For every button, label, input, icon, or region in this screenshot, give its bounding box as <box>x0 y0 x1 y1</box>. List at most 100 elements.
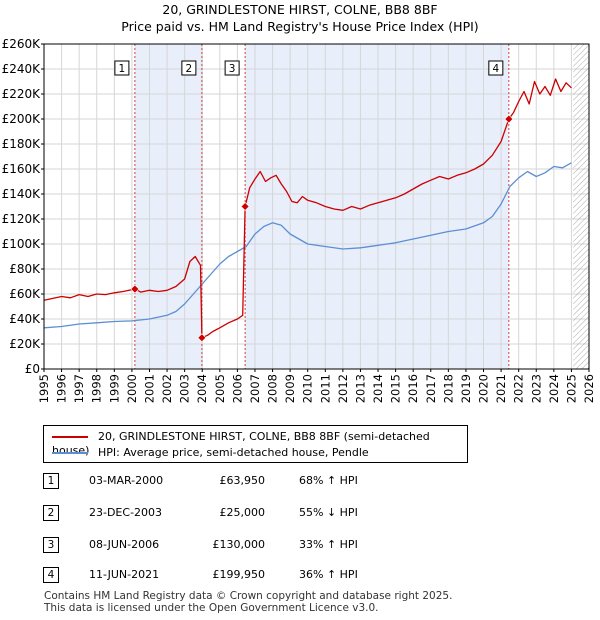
legend-item-hpi: HPI: Average price, semi-detached house,… <box>52 446 369 460</box>
row-number-badge: 1 <box>43 473 59 489</box>
y-tick-label: £100K <box>2 237 42 251</box>
x-tick-label: 2023 <box>529 374 543 403</box>
sale-price: £130,000 <box>212 538 266 551</box>
shaded-ownership-ranges <box>134 44 509 369</box>
chart-tick-labels: £0 £20K £40K £60K £80K £100K £120K £140K £160K £1… <box>2 37 596 403</box>
x-tick-label: 1996 <box>55 374 69 403</box>
y-tick-label: £140K <box>2 187 42 201</box>
legend-item-price-paid: 20, GRINDLESTONE HIRST, COLNE, BB8 8BF (… <box>52 430 467 457</box>
table-row: 4 11-JUN-2021 £199,950 36% ↑ HPI <box>43 567 443 583</box>
x-tick-label: 2026 <box>582 374 596 403</box>
legend-label: HPI: Average price, semi-detached house,… <box>98 446 369 459</box>
sale-badge-label: 3 <box>229 63 236 75</box>
y-tick-label: £160K <box>2 162 42 176</box>
hatched-future-area <box>573 44 589 369</box>
row-number-badge: 4 <box>43 567 59 583</box>
sale-date: 11-JUN-2021 <box>89 568 160 581</box>
y-tick-label: £80K <box>9 262 41 276</box>
sale-point <box>504 114 514 124</box>
sale-badge-box <box>181 60 197 76</box>
table-row: 2 23-DEC-2003 £25,000 55% ↓ HPI <box>43 505 443 521</box>
table-row: 1 03-MAR-2000 £63,950 68% ↑ HPI <box>43 473 443 489</box>
x-tick-label: 1998 <box>90 374 104 403</box>
table-row: 3 08-JUN-2006 £130,000 33% ↑ HPI <box>43 537 443 553</box>
x-tick-label: 2017 <box>424 374 438 403</box>
x-tick-label: 2004 <box>195 374 209 403</box>
hpi-line <box>43 162 572 329</box>
y-tick-label: £260K <box>2 37 42 51</box>
x-tick-label: 2015 <box>389 374 403 403</box>
x-tick-label: 2018 <box>441 374 455 403</box>
footer-licence: This data is licensed under the Open Gov… <box>44 602 379 614</box>
x-tick-label: 2016 <box>406 374 420 403</box>
sale-point <box>197 333 207 343</box>
x-tick-label: 2005 <box>213 374 227 403</box>
y-tick-label: £60K <box>9 287 41 301</box>
legend-swatch-red <box>52 436 88 438</box>
y-tick-label: £40K <box>9 312 41 326</box>
y-tick-label: £180K <box>2 137 42 151</box>
x-tick-label: 2011 <box>318 374 332 403</box>
chart-legend: 20, GRINDLESTONE HIRST, COLNE, BB8 8BF (… <box>43 425 468 463</box>
shaded-range <box>245 44 509 369</box>
row-number-badge: 3 <box>43 537 59 553</box>
row-number-badge: 2 <box>43 505 59 521</box>
y-tick-label: £200K <box>2 112 42 126</box>
sale-badge-box <box>114 60 130 76</box>
sale-date: 08-JUN-2006 <box>89 538 160 551</box>
x-tick-label: 2008 <box>266 374 280 403</box>
sale-price: £199,950 <box>212 568 266 581</box>
x-tick-label: 2022 <box>512 374 526 403</box>
x-tick-label: 2007 <box>248 374 262 403</box>
sale-date: 03-MAR-2000 <box>89 474 164 487</box>
sale-badge-box <box>224 60 240 76</box>
plot-frame <box>43 43 590 370</box>
x-tick-label: 2020 <box>477 374 491 403</box>
sale-price: £63,950 <box>219 474 266 487</box>
x-tick-label: 2006 <box>230 374 244 403</box>
x-tick-label: 2012 <box>336 374 350 403</box>
chart-series <box>43 78 572 343</box>
sale-price: £25,000 <box>219 506 266 519</box>
x-tick-label: 2002 <box>160 374 174 403</box>
y-tick-label: £0 <box>25 362 40 376</box>
price-paid-line <box>43 78 572 339</box>
x-tick-label: 2025 <box>564 374 578 403</box>
x-tick-label: 2013 <box>353 374 367 403</box>
sale-badges: 1 2 3 4 <box>114 60 504 76</box>
x-tick-label: 1995 <box>37 374 51 403</box>
x-tick-label: 2000 <box>125 374 139 403</box>
y-tick-label: £240K <box>2 62 42 76</box>
hpi-comparison: 36% ↑ HPI <box>299 568 358 581</box>
sale-badge-label: 2 <box>186 63 193 75</box>
price-chart: £0 £20K £40K £60K £80K £100K £120K £140K £160K £1… <box>2 37 596 403</box>
hpi-comparison: 68% ↑ HPI <box>299 474 358 487</box>
sale-badge-label: 4 <box>492 63 499 75</box>
forecast-hatch <box>573 44 589 369</box>
sale-point <box>240 202 250 211</box>
legend-swatch-blue <box>52 452 88 454</box>
x-tick-label: 2003 <box>178 374 192 403</box>
x-tick-label: 1999 <box>107 374 121 403</box>
x-tick-label: 2021 <box>494 374 508 403</box>
x-tick-label: 2014 <box>371 374 385 403</box>
hpi-comparison: 55% ↓ HPI <box>299 506 358 519</box>
shaded-range <box>134 44 202 369</box>
footer-copyright: Contains HM Land Registry data © Crown c… <box>44 590 453 602</box>
x-tick-label: 2009 <box>283 374 297 403</box>
x-tick-label: 2024 <box>547 374 561 403</box>
y-tick-label: £120K <box>2 212 42 226</box>
sale-date: 23-DEC-2003 <box>89 506 163 519</box>
x-tick-label: 1997 <box>72 374 86 403</box>
chart-subtitle: Price paid vs. HM Land Registry's House … <box>121 19 479 34</box>
chart-title: 20, GRINDLESTONE HIRST, COLNE, BB8 8BF <box>162 2 438 17</box>
y-tick-label: £20K <box>9 337 41 351</box>
sale-badge-label: 1 <box>119 63 126 75</box>
sale-badge-box <box>488 60 504 76</box>
chart-axes <box>41 43 590 372</box>
y-tick-label: £220K <box>2 87 42 101</box>
x-tick-label: 2001 <box>142 374 156 403</box>
x-tick-label: 2019 <box>459 374 473 403</box>
sale-point <box>130 284 140 294</box>
hpi-comparison: 33% ↑ HPI <box>299 538 358 551</box>
